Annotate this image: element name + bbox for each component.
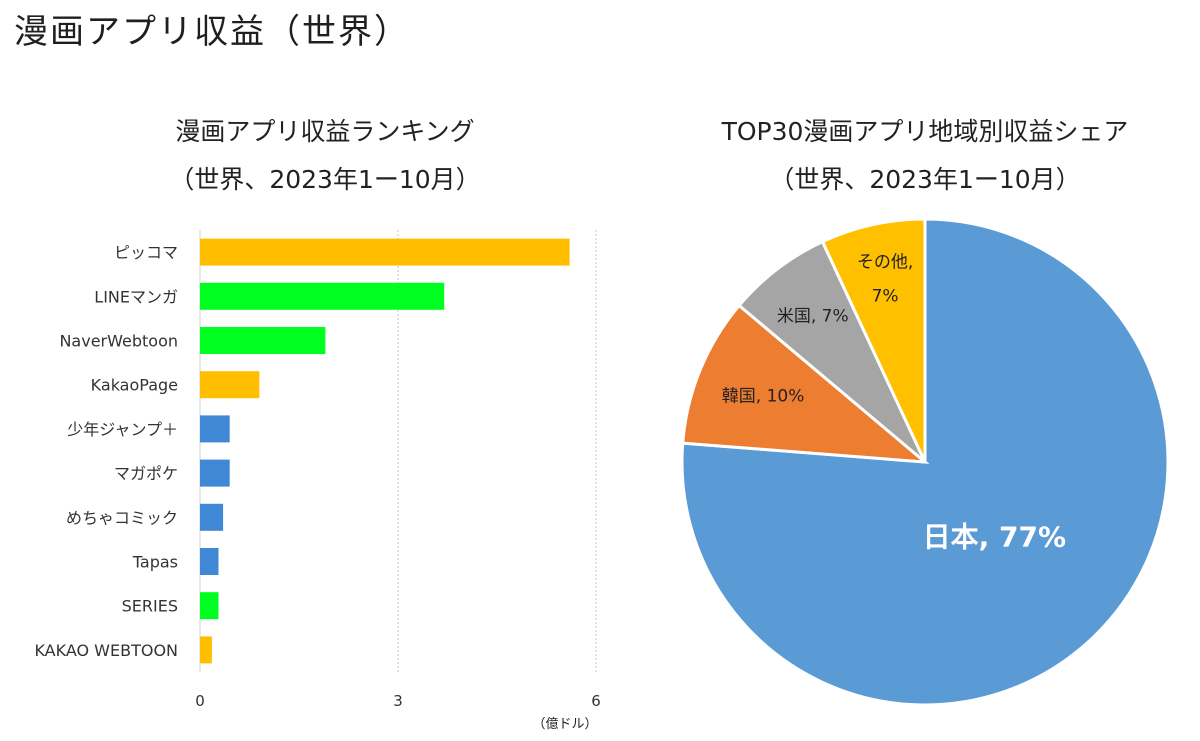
category-label: ピッコマ — [114, 243, 178, 262]
bar-row: マガポケ — [114, 459, 230, 487]
bar-row: ピッコマ — [114, 238, 570, 266]
bar — [200, 238, 570, 266]
bar-row: めちゃコミック — [66, 503, 224, 531]
bar-row: SERIES — [122, 592, 219, 620]
bar-row: NaverWebtoon — [59, 327, 326, 354]
bar — [200, 327, 326, 354]
bar-row: KAKAO WEBTOON — [34, 636, 212, 664]
pie-slice — [681, 303, 930, 464]
bar — [200, 503, 224, 531]
x-tick-label: 6 — [591, 692, 601, 710]
slice-label: 米国, 7% — [777, 306, 849, 326]
category-label: NaverWebtoon — [59, 332, 178, 351]
x-axis-label: （億ドル） — [532, 716, 597, 732]
bar-row: LINEマンガ — [94, 282, 445, 310]
bar — [200, 415, 230, 443]
category-label: SERIES — [122, 597, 178, 616]
slice-label: 日本, 77% — [923, 521, 1066, 554]
bar — [200, 636, 212, 664]
bar-chart-subtitle: （世界、2023年1ー10月） — [169, 165, 481, 194]
x-tick-label: 3 — [393, 692, 403, 710]
bar-row: Tapas — [132, 548, 219, 575]
category-label: 少年ジャンプ＋ — [67, 420, 178, 439]
pie-slice — [820, 217, 927, 463]
category-label: KAKAO WEBTOON — [34, 641, 178, 660]
bar-chart-title: 漫画アプリ収益ランキング — [175, 117, 475, 146]
category-label: LINEマンガ — [94, 287, 178, 306]
bar — [200, 592, 219, 620]
slice-label: 韓国, 10% — [722, 387, 805, 407]
category-label: マガポケ — [114, 464, 178, 483]
pie-chart-subtitle: （世界、2023年1ー10月） — [769, 165, 1081, 194]
bar — [200, 459, 230, 487]
x-tick-label: 0 — [195, 692, 205, 710]
slice-label-line: 7% — [872, 287, 899, 307]
pie-slice — [737, 239, 927, 464]
bar-row: 少年ジャンプ＋ — [67, 415, 230, 443]
bar-row: KakaoPage — [91, 371, 260, 399]
category-label: KakaoPage — [91, 376, 178, 395]
category-label: めちゃコミック — [66, 508, 178, 527]
slice-label-line: その他, — [857, 253, 913, 273]
category-label: Tapas — [132, 553, 178, 572]
pie-chart-title: TOP30漫画アプリ地域別収益シェア — [721, 117, 1129, 146]
bar — [200, 548, 219, 575]
page-title: 漫画アプリ収益（世界） — [14, 12, 410, 52]
slice-label: その他, 7% — [857, 253, 913, 307]
bar — [200, 371, 260, 399]
bar — [200, 282, 445, 310]
